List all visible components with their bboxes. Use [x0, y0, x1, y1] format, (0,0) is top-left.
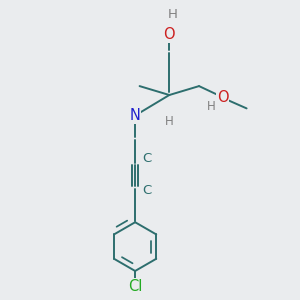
- Text: H: H: [167, 8, 177, 21]
- Text: C: C: [142, 184, 151, 196]
- Text: O: O: [217, 91, 229, 106]
- Text: H: H: [165, 115, 174, 128]
- Text: Cl: Cl: [128, 279, 142, 294]
- Text: C: C: [142, 152, 151, 165]
- Text: N: N: [130, 108, 141, 123]
- Text: O: O: [164, 27, 175, 42]
- Text: H: H: [207, 100, 215, 113]
